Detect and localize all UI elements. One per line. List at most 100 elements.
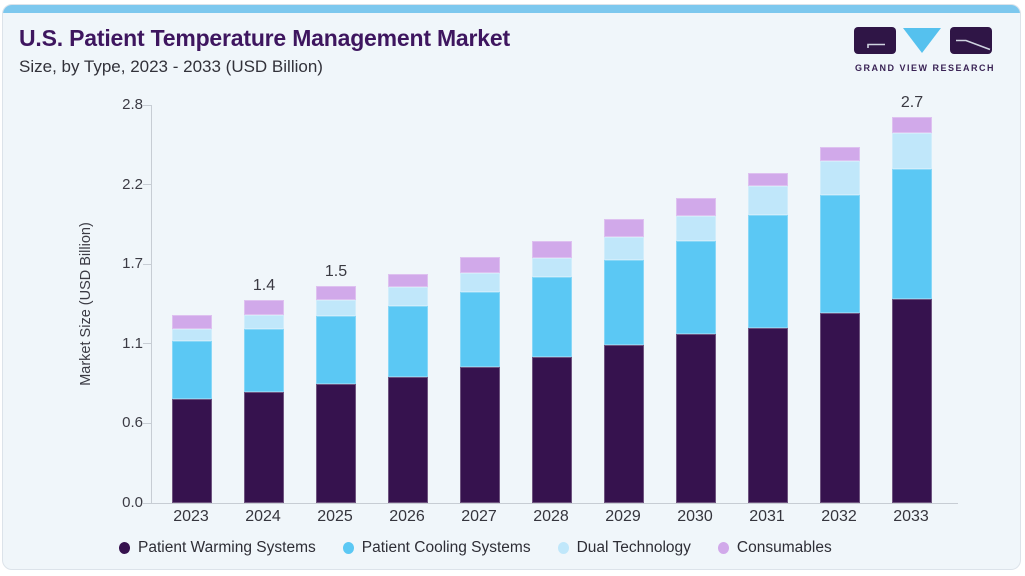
legend-dot-icon	[119, 542, 130, 554]
bar-group-2031	[748, 173, 788, 503]
gvr-logo: GRAND VIEW RESEARCH	[854, 27, 996, 73]
bar-group-2033	[892, 116, 932, 503]
y-tick-label: 1.7	[122, 255, 143, 273]
y-tick-label: 0.0	[122, 494, 143, 511]
bar-segment-patient-cooling-systems[interactable]	[172, 340, 212, 399]
x-tick-label: 2030	[677, 508, 713, 525]
x-tick-label: 2031	[749, 508, 785, 525]
bar-segment-dual-technology[interactable]	[748, 186, 788, 216]
y-tick-mark	[143, 343, 151, 345]
bar-segment-patient-cooling-systems[interactable]	[892, 168, 932, 299]
bar-group-2025	[316, 285, 356, 503]
legend-label: Patient Cooling Systems	[361, 539, 531, 556]
plot-area: 1.4 1.5 2.7	[143, 94, 958, 504]
legend-item-dual-technology[interactable]: Dual Technology	[557, 539, 691, 557]
bar-group-2024	[244, 300, 284, 503]
bar-segment-patient-warming-systems[interactable]	[604, 345, 644, 503]
x-tick-label: 2025	[317, 508, 353, 525]
accent-top-bar	[3, 5, 1020, 13]
legend-dot-icon	[342, 542, 354, 554]
bar-group-2029	[604, 219, 644, 503]
bar-segment-patient-cooling-systems[interactable]	[532, 277, 572, 357]
bar-segment-consumables[interactable]	[676, 197, 716, 217]
bar-segment-patient-cooling-systems[interactable]	[748, 215, 788, 328]
bar-segment-dual-technology[interactable]	[892, 132, 932, 169]
bar-segment-dual-technology[interactable]	[676, 216, 716, 242]
legend-dot-icon	[557, 542, 569, 554]
y-tick-label: 1.1	[122, 334, 143, 352]
bar-segment-patient-warming-systems[interactable]	[748, 327, 788, 503]
bar-segment-patient-cooling-systems[interactable]	[388, 306, 428, 378]
bar-segment-patient-cooling-systems[interactable]	[604, 259, 644, 346]
bar-segment-patient-warming-systems[interactable]	[820, 313, 860, 503]
bar-segment-consumables[interactable]	[820, 147, 860, 162]
legend-item-patient-warming-systems[interactable]: Patient Warming Systems	[119, 539, 316, 557]
bar-segment-consumables[interactable]	[244, 300, 284, 315]
x-tick-label: 2028	[533, 508, 569, 525]
legend-dot-icon	[717, 542, 729, 554]
bar-segment-dual-technology[interactable]	[388, 287, 428, 307]
bar-segment-dual-technology[interactable]	[172, 329, 212, 341]
bar-group-2023	[172, 314, 212, 503]
bar-group-2032	[820, 147, 860, 503]
bar-segment-patient-cooling-systems[interactable]	[820, 194, 860, 314]
bar-total-label: 2.7	[900, 93, 924, 111]
bar-group-2027	[460, 257, 500, 503]
x-tick-label: 2029	[605, 508, 641, 525]
chart-legend: Patient Warming Systems Patient Cooling S…	[119, 539, 832, 557]
bar-segment-patient-warming-systems[interactable]	[316, 384, 356, 503]
legend-item-patient-cooling-systems[interactable]: Patient Cooling Systems	[342, 539, 531, 557]
logo-text: GRAND VIEW RESEARCH	[854, 63, 995, 73]
bar-segment-consumables[interactable]	[388, 274, 428, 288]
bar-segment-patient-warming-systems[interactable]	[388, 377, 428, 503]
x-tick-label: 2026	[389, 508, 425, 525]
bar-segment-consumables[interactable]	[892, 116, 932, 133]
legend-item-consumables[interactable]: Consumables	[717, 539, 832, 557]
bar-group-2028	[532, 241, 572, 503]
bar-segment-consumables[interactable]	[748, 173, 788, 187]
y-tick-label: 0.6	[122, 414, 143, 432]
bar-segment-dual-technology[interactable]	[460, 272, 500, 292]
logo-g-icon	[854, 27, 896, 54]
bar-segment-dual-technology[interactable]	[604, 236, 644, 260]
bar-segment-patient-warming-systems[interactable]	[892, 298, 932, 503]
bar-segment-patient-warming-systems[interactable]	[244, 391, 284, 503]
x-tick-label: 2033	[893, 508, 929, 525]
bar-segment-patient-cooling-systems[interactable]	[460, 291, 500, 367]
bar-segment-dual-technology[interactable]	[532, 258, 572, 278]
bar-segment-consumables[interactable]	[460, 257, 500, 273]
bar-group-2030	[676, 197, 716, 503]
x-tick-label: 2032	[821, 508, 857, 525]
bar-total-label: 1.5	[324, 262, 348, 280]
x-tick-label: 2024	[245, 508, 281, 525]
y-tick-mark	[143, 502, 151, 504]
y-tick-mark	[143, 422, 151, 424]
bar-segment-dual-technology[interactable]	[316, 300, 356, 317]
bar-segment-consumables[interactable]	[172, 314, 212, 330]
y-tick-mark	[143, 263, 151, 265]
gvr-logo-icon	[854, 27, 992, 54]
bar-total-label: 1.4	[252, 277, 276, 295]
x-tick-label: 2027	[461, 508, 497, 525]
y-tick-mark	[143, 104, 151, 106]
bar-segment-consumables[interactable]	[316, 285, 356, 301]
legend-label: Dual Technology	[576, 539, 691, 556]
chart-area: Market Size (USD Billion) 1.4 1.5 2.7 0.0 0…	[3, 5, 1020, 569]
bar-segment-patient-cooling-systems[interactable]	[676, 241, 716, 334]
y-tick-label: 2.2	[122, 175, 143, 193]
bar-segment-patient-warming-systems[interactable]	[172, 398, 212, 503]
chart-card: U.S. Patient Temperature Management Mark…	[2, 4, 1021, 570]
bar-segment-consumables[interactable]	[532, 241, 572, 259]
bar-segment-patient-warming-systems[interactable]	[460, 366, 500, 503]
legend-label: Consumables	[736, 539, 832, 556]
bar-segment-patient-warming-systems[interactable]	[532, 356, 572, 503]
bar-segment-consumables[interactable]	[604, 219, 644, 237]
bar-segment-dual-technology[interactable]	[244, 314, 284, 330]
bar-segment-patient-cooling-systems[interactable]	[316, 316, 356, 385]
bar-segment-dual-technology[interactable]	[820, 161, 860, 195]
y-axis-title: Market Size (USD Billion)	[78, 222, 94, 386]
bar-segment-patient-warming-systems[interactable]	[676, 333, 716, 503]
y-tick-mark	[143, 184, 151, 186]
y-tick-label: 2.8	[122, 96, 143, 113]
bar-segment-patient-cooling-systems[interactable]	[244, 329, 284, 392]
